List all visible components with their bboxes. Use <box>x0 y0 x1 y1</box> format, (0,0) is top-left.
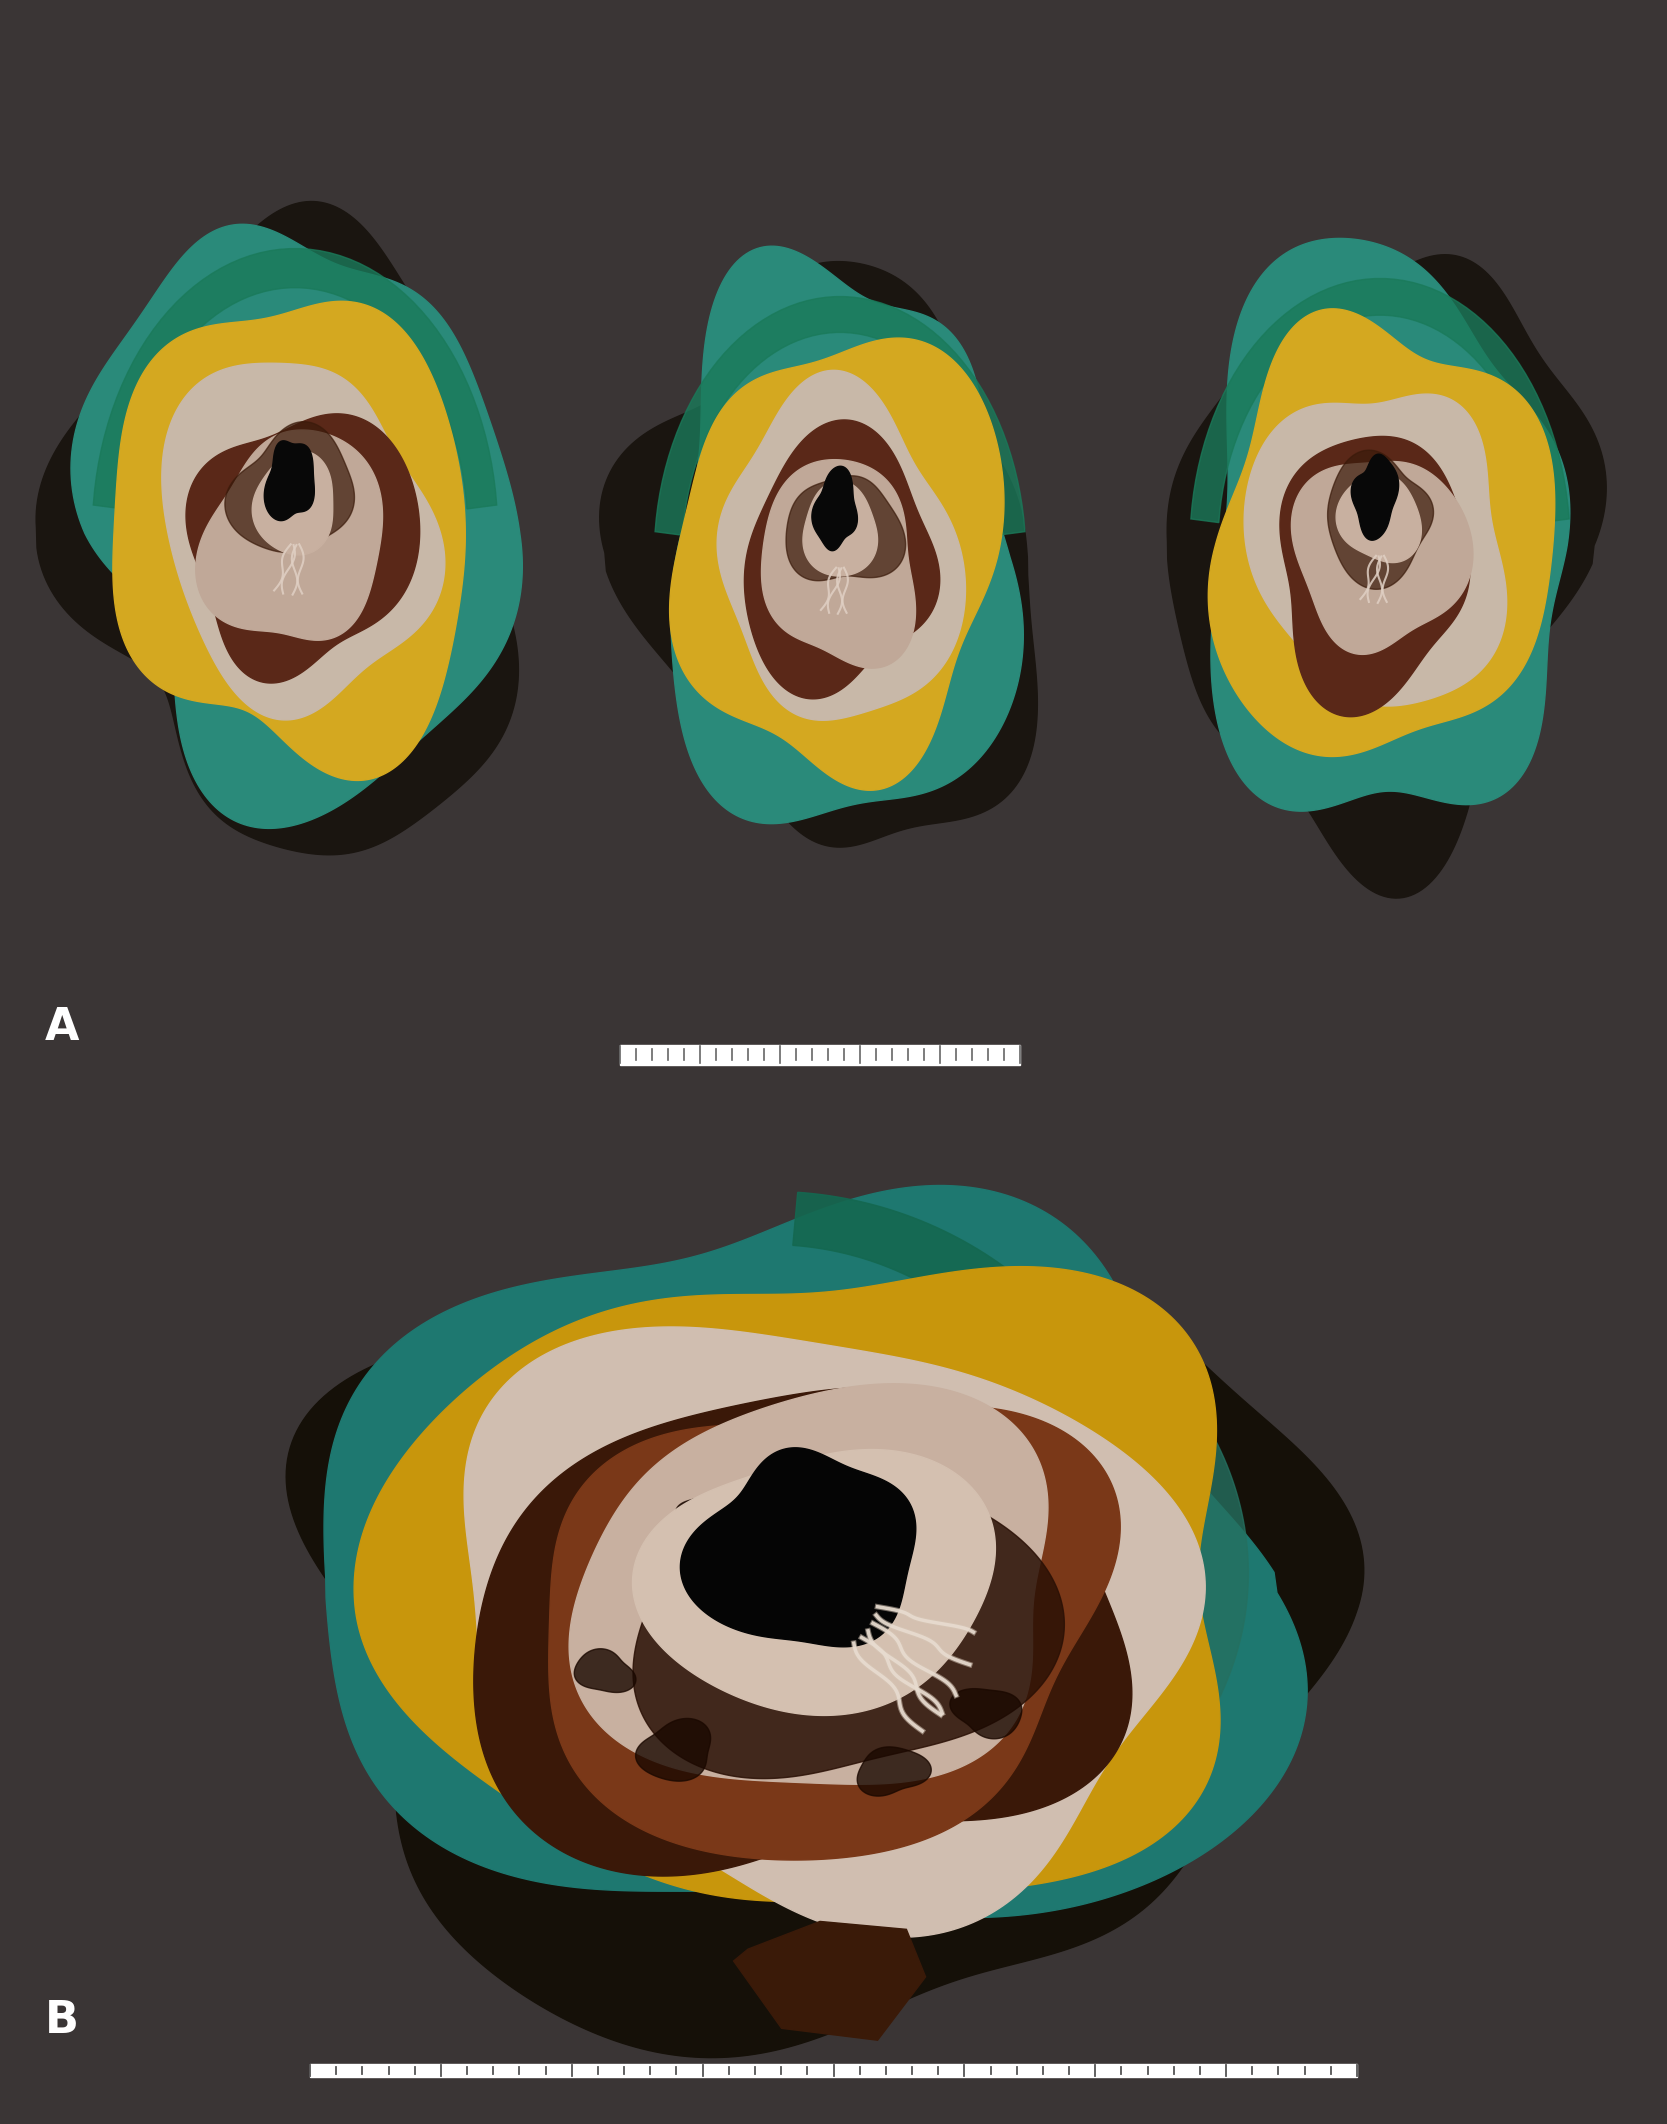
Polygon shape <box>1164 1438 1249 1708</box>
Polygon shape <box>353 1266 1220 1901</box>
Polygon shape <box>548 1406 1120 1861</box>
Polygon shape <box>1167 255 1607 898</box>
Polygon shape <box>787 476 905 580</box>
Polygon shape <box>1190 278 1569 523</box>
Polygon shape <box>793 1192 1114 1415</box>
Polygon shape <box>72 225 522 828</box>
Polygon shape <box>287 1260 1364 2058</box>
Polygon shape <box>323 1185 1307 1918</box>
Polygon shape <box>1327 450 1434 588</box>
Polygon shape <box>473 1387 1132 1875</box>
Polygon shape <box>633 1472 1064 1778</box>
Polygon shape <box>717 370 965 720</box>
Bar <box>310 2065 1357 2077</box>
Polygon shape <box>187 414 420 684</box>
Polygon shape <box>1337 474 1422 563</box>
Polygon shape <box>670 246 1024 824</box>
Polygon shape <box>37 202 518 854</box>
Polygon shape <box>463 1328 1205 1937</box>
Polygon shape <box>93 249 497 510</box>
Polygon shape <box>733 1922 925 2041</box>
Polygon shape <box>812 467 857 550</box>
Polygon shape <box>670 338 1004 790</box>
Polygon shape <box>1209 308 1555 756</box>
Polygon shape <box>803 480 877 576</box>
Polygon shape <box>265 442 315 520</box>
Polygon shape <box>600 261 1037 847</box>
Polygon shape <box>745 421 940 699</box>
Polygon shape <box>225 423 355 552</box>
Polygon shape <box>950 1689 1022 1740</box>
Bar <box>620 1045 1020 1064</box>
Polygon shape <box>680 1449 915 1646</box>
Polygon shape <box>162 363 445 720</box>
Polygon shape <box>1244 395 1507 705</box>
Text: A: A <box>45 1007 80 1049</box>
Polygon shape <box>1210 238 1570 811</box>
Polygon shape <box>573 1648 635 1693</box>
Polygon shape <box>635 1718 710 1782</box>
Polygon shape <box>632 1449 995 1716</box>
Polygon shape <box>195 429 382 639</box>
Polygon shape <box>1280 435 1470 716</box>
Polygon shape <box>762 459 915 669</box>
Polygon shape <box>655 297 1025 535</box>
Text: B: B <box>45 1999 78 2041</box>
Polygon shape <box>1352 455 1399 539</box>
Polygon shape <box>675 1495 725 1534</box>
Polygon shape <box>1292 461 1474 654</box>
Polygon shape <box>568 1383 1049 1784</box>
Polygon shape <box>113 302 465 780</box>
Polygon shape <box>857 1746 932 1797</box>
Polygon shape <box>252 450 333 554</box>
